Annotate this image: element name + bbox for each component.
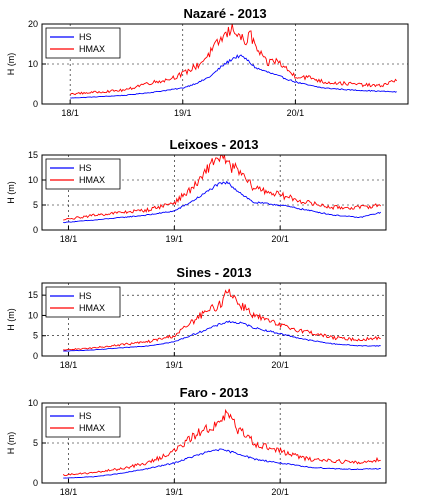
x-tick-label: 19/1 xyxy=(166,234,184,244)
legend: HS HMAX xyxy=(45,406,121,438)
legend-label: HS xyxy=(79,163,92,173)
y-tick-label: 15 xyxy=(28,290,38,300)
y-tick-label: 0 xyxy=(33,99,38,109)
x-tick-label: 18/1 xyxy=(60,234,78,244)
x-tick-label: 20/1 xyxy=(271,234,289,244)
series-line-hmax xyxy=(63,288,381,351)
x-tick-label: 20/1 xyxy=(287,108,305,118)
x-tick-label: 19/1 xyxy=(166,487,184,497)
y-tick-label: 5 xyxy=(33,438,38,448)
legend: HS HMAX xyxy=(45,158,121,190)
legend-label: HMAX xyxy=(79,44,105,54)
plot-frame xyxy=(41,282,387,357)
x-tick-label: 18/1 xyxy=(60,360,78,370)
y-axis-label: H (m) xyxy=(6,53,16,76)
chart-panel: Sines - 2013 18/1 19/1 20/1 0 5 10 15 H (m) HS HMA… xyxy=(6,265,387,370)
y-axis-label: H (m) xyxy=(6,432,16,455)
legend-label: HMAX xyxy=(79,175,105,185)
y-tick-label: 15 xyxy=(28,150,38,160)
legend-label: HMAX xyxy=(79,423,105,433)
legend: HS HMAX xyxy=(45,286,121,318)
x-tick-label: 18/1 xyxy=(61,108,79,118)
series-line-hs xyxy=(70,54,397,99)
chart-panel: Nazaré - 2013 18/1 19/1 20/1 0 10 20 H (m) HS HMA… xyxy=(6,6,409,118)
y-tick-label: 0 xyxy=(33,478,38,488)
legend-box xyxy=(45,158,121,190)
y-tick-label: 20 xyxy=(28,19,38,29)
legend-label: HS xyxy=(79,32,92,42)
x-tick-label: 18/1 xyxy=(60,487,78,497)
legend-label: HS xyxy=(79,291,92,301)
y-tick-label: 10 xyxy=(28,310,38,320)
x-tick-label: 20/1 xyxy=(271,360,289,370)
y-tick-label: 5 xyxy=(33,331,38,341)
y-tick-label: 10 xyxy=(28,175,38,185)
chart-title: Leixoes - 2013 xyxy=(170,137,259,152)
x-tick-label: 20/1 xyxy=(271,487,289,497)
legend-box xyxy=(45,406,121,438)
y-tick-label: 5 xyxy=(33,200,38,210)
y-tick-label: 0 xyxy=(33,225,38,235)
series-line-hmax xyxy=(69,23,398,96)
y-tick-label: 10 xyxy=(28,59,38,69)
y-tick-label: 10 xyxy=(28,398,38,408)
y-axis-label: H (m) xyxy=(6,308,16,331)
x-tick-label: 19/1 xyxy=(166,360,184,370)
series-line-hs xyxy=(63,180,382,224)
x-tick-label: 19/1 xyxy=(174,108,192,118)
y-tick-label: 0 xyxy=(33,351,38,361)
legend-box xyxy=(45,286,121,318)
chart-title: Faro - 2013 xyxy=(180,385,249,400)
legend: HS HMAX xyxy=(45,27,121,59)
legend-box xyxy=(45,27,121,59)
y-axis-label: H (m) xyxy=(6,181,16,204)
chart-title: Nazaré - 2013 xyxy=(183,6,266,21)
legend-label: HMAX xyxy=(79,303,105,313)
chart-title: Sines - 2013 xyxy=(176,265,251,280)
series-line-hs xyxy=(63,320,381,352)
chart-panel: Faro - 2013 18/1 19/1 20/1 0 5 10 H (m) HS HMAX xyxy=(6,385,387,497)
plot-frame xyxy=(41,154,387,231)
series-line-hmax xyxy=(62,408,381,476)
series-line-hs xyxy=(63,448,381,479)
legend-label: HS xyxy=(79,411,92,421)
